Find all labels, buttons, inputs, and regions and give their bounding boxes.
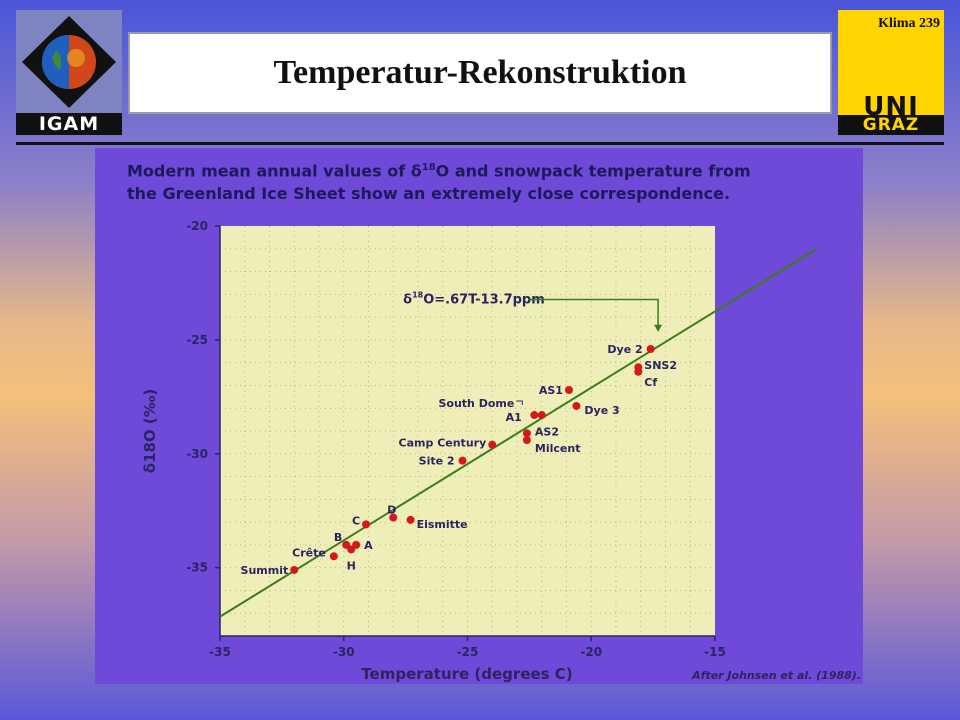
y-tick-label: -35: [186, 561, 208, 575]
caption-line1-a: Modern mean annual values of δ: [127, 161, 422, 181]
y-tick-label: -25: [186, 333, 208, 347]
data-point: [406, 515, 415, 524]
x-tick-label: -15: [704, 645, 726, 659]
south-dome-pointer: [516, 400, 523, 406]
data-point: [564, 386, 573, 394]
y-tick-label: -30: [186, 447, 208, 461]
point-label: Dye 3: [584, 404, 619, 417]
point-label: Eismitte: [417, 518, 468, 531]
plot-dots-grid: [220, 226, 715, 636]
point-label: Milcent: [535, 442, 581, 455]
point-label: Site 2: [419, 455, 455, 468]
y-tick-label: -20: [186, 219, 208, 233]
data-point: [522, 429, 531, 438]
data-point: [329, 552, 338, 561]
point-label: Summit: [241, 564, 289, 577]
data-point: [522, 436, 531, 445]
point-label: Cf: [644, 376, 657, 389]
igam-logo: IGAM: [16, 10, 122, 135]
point-label: H: [347, 559, 356, 572]
point-label: Crête: [292, 546, 326, 559]
chart-credit: After Johnsen et al. (1988).: [691, 669, 861, 682]
chart-photo: Modern mean annual values of δ18O and sn…: [95, 148, 863, 684]
data-point: [634, 367, 643, 376]
regression-line: [219, 247, 818, 618]
point-label: AS2: [535, 425, 559, 438]
data-point: [646, 345, 655, 353]
x-tick-label: -25: [457, 645, 479, 659]
regression-arrow-head: [654, 324, 663, 332]
page-title: Temperatur-Rekonstruktion: [273, 54, 687, 91]
data-point: [389, 513, 398, 522]
chart-caption: Modern mean annual values of δ18O and sn…: [127, 156, 827, 205]
caption-line1-sup: 18: [421, 162, 436, 173]
point-label: A: [364, 539, 373, 552]
data-point: [458, 456, 467, 465]
uni-graz-logo: Klima 239 UNI GRAZ: [838, 10, 944, 135]
point-label: C: [352, 514, 360, 527]
point-label: D: [387, 504, 396, 517]
point-label: SNS2: [644, 359, 677, 372]
x-axis-label: Temperature (degrees C): [361, 665, 572, 683]
point-label: Dye 2: [607, 343, 642, 356]
slide-number: Klima 239: [878, 16, 940, 31]
x-tick-label: -20: [580, 645, 602, 659]
globe-logo-icon: [22, 16, 116, 108]
x-tick-label: -35: [209, 645, 231, 659]
regression-label: δ18O=.67T-13.7ppm: [403, 290, 545, 307]
data-point: [530, 411, 539, 420]
igam-logo-text: IGAM: [16, 113, 122, 135]
x-tick-label: -30: [333, 645, 355, 659]
caption-line1-b: O and snowpack temperature from: [435, 161, 751, 181]
point-label: A1: [506, 411, 522, 424]
y-axis-label: δ18O (‰): [141, 389, 159, 473]
graz-logo-text: GRAZ: [838, 115, 944, 135]
data-point: [362, 520, 371, 529]
point-label: Camp Century: [399, 437, 487, 450]
regression-arrow: [529, 298, 659, 331]
caption-line2: the Greenland Ice Sheet show an extremel…: [127, 184, 731, 204]
data-point: [537, 411, 546, 420]
data-point: [352, 540, 361, 549]
point-label: AS1: [539, 384, 563, 397]
point-label: South Dome: [438, 397, 514, 410]
header-divider: [16, 142, 944, 145]
data-point: [572, 401, 581, 410]
data-point: [290, 565, 299, 574]
point-label: B: [334, 531, 342, 544]
title-box: Temperatur-Rekonstruktion: [128, 32, 832, 114]
scatter-chart: -35 -30 -25 -20 -15 -20 -25 -30 -35 δ18O=.67T-13…: [141, 219, 861, 683]
chart-axes: -35 -30 -25 -20 -15 -20 -25 -30 -35: [186, 219, 726, 659]
data-point: [488, 440, 497, 449]
